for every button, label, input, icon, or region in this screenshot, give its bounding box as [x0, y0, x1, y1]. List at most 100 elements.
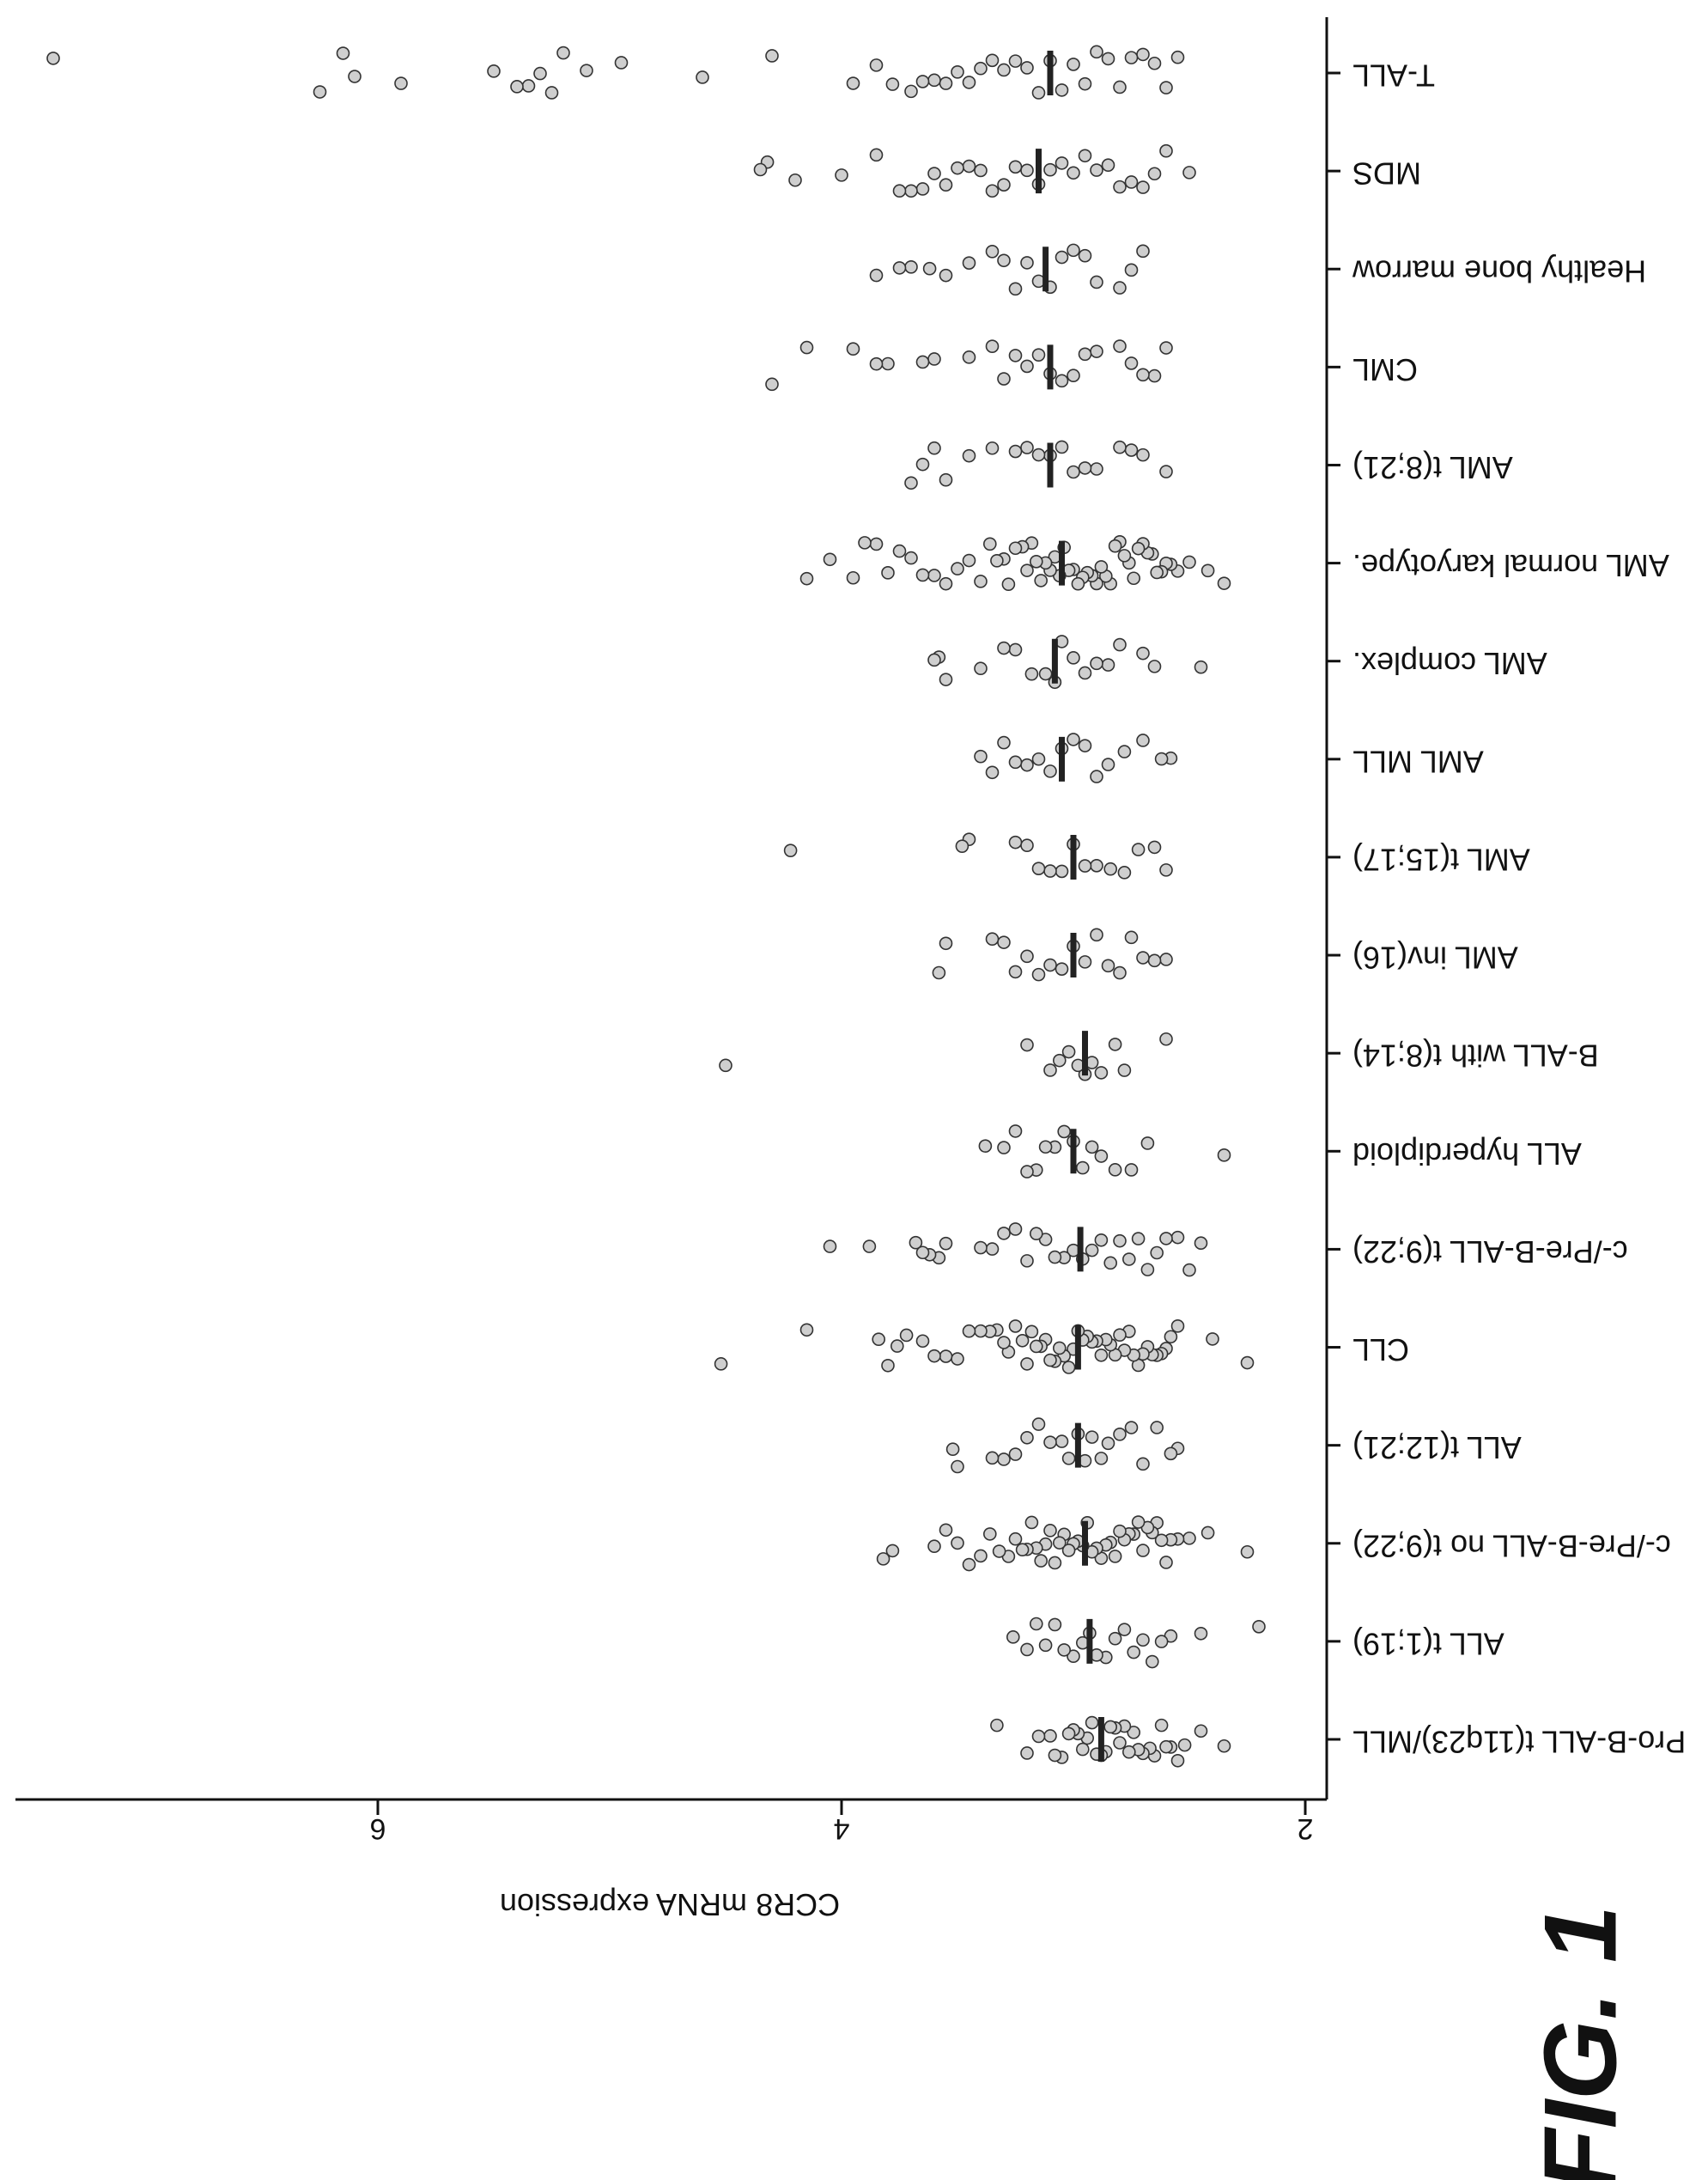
data-point	[1113, 339, 1127, 353]
data-point	[1020, 949, 1034, 964]
data-point	[1200, 563, 1215, 578]
data-point	[1131, 1515, 1146, 1529]
data-point	[1217, 576, 1231, 590]
data-point	[1078, 76, 1092, 91]
data-point	[974, 1240, 988, 1255]
data-point	[1006, 1630, 1020, 1644]
data-point	[1085, 1715, 1099, 1730]
data-point	[1182, 555, 1196, 569]
data-point	[1015, 1543, 1030, 1557]
data-point	[846, 76, 860, 90]
data-point	[1217, 1148, 1231, 1162]
data-point	[939, 1523, 953, 1538]
data-point	[951, 1459, 964, 1474]
data-point	[1113, 965, 1127, 980]
data-point	[696, 70, 709, 84]
data-point	[1020, 838, 1034, 853]
data-point	[997, 372, 1011, 386]
data-point	[1090, 275, 1103, 289]
data-point	[904, 84, 918, 99]
data-point	[892, 184, 907, 198]
data-point	[1031, 1729, 1046, 1744]
data-point	[1101, 1436, 1115, 1451]
data-point	[1043, 1729, 1057, 1743]
data-point	[1078, 347, 1092, 362]
data-point	[1008, 160, 1023, 174]
data-point	[1024, 1324, 1039, 1339]
data-point	[1043, 1063, 1057, 1077]
data-point	[1147, 368, 1162, 383]
data-point	[955, 839, 969, 853]
data-point	[1136, 1544, 1150, 1557]
data-point	[1090, 928, 1103, 942]
data-point	[1043, 1435, 1057, 1449]
data-point	[1048, 1556, 1062, 1570]
strip-group	[799, 535, 1231, 592]
data-point	[990, 1718, 1004, 1732]
data-point	[1094, 1149, 1109, 1163]
data-point	[1034, 1554, 1048, 1568]
strip-group	[990, 1715, 1231, 1768]
data-point	[1008, 1447, 1023, 1461]
data-point	[1103, 862, 1117, 876]
data-point	[580, 64, 593, 77]
data-point	[939, 936, 953, 951]
data-point	[885, 1544, 900, 1558]
data-point	[892, 261, 907, 275]
data-point	[544, 86, 559, 100]
data-point	[1090, 656, 1103, 671]
data-point	[1094, 1348, 1109, 1362]
data-point	[1008, 541, 1023, 556]
data-point	[1020, 1357, 1034, 1371]
data-point	[997, 1141, 1011, 1154]
category-label: AML t(15;17)	[1352, 842, 1530, 877]
data-point	[1055, 83, 1069, 97]
data-point	[1113, 281, 1127, 295]
data-point	[915, 355, 930, 369]
data-point	[1136, 734, 1150, 747]
data-point	[1147, 167, 1162, 181]
data-point	[1043, 1353, 1057, 1367]
category-label: Pro-B-ALL t(11q23)/MLL	[1352, 1724, 1686, 1759]
data-point	[1117, 549, 1132, 563]
data-point	[904, 260, 918, 274]
category-label: T-ALL	[1352, 58, 1435, 93]
data-point	[915, 457, 930, 472]
data-point	[927, 441, 941, 455]
data-point	[1154, 1635, 1169, 1648]
data-point	[1127, 1726, 1140, 1739]
data-point	[1067, 368, 1080, 383]
data-point	[1055, 864, 1069, 879]
data-point	[1122, 1745, 1136, 1759]
data-point	[962, 350, 976, 364]
data-point	[985, 932, 1000, 947]
data-point	[1031, 862, 1046, 875]
data-point	[1008, 1531, 1023, 1546]
data-point	[927, 653, 941, 667]
data-point	[1030, 1617, 1043, 1631]
data-point	[1055, 374, 1069, 388]
data-point	[1061, 1044, 1076, 1059]
data-point	[1020, 1746, 1034, 1760]
data-point	[1094, 1233, 1109, 1247]
data-point	[799, 571, 814, 586]
data-point	[1085, 1430, 1099, 1444]
data-point	[932, 965, 946, 980]
data-point	[1090, 344, 1103, 358]
data-point	[915, 1334, 930, 1349]
data-point	[1117, 866, 1132, 880]
category-label: ALL hyperdiploid	[1352, 1136, 1582, 1172]
data-point	[1053, 1536, 1067, 1550]
data-point	[1113, 1736, 1127, 1750]
data-point	[1124, 1421, 1139, 1434]
data-point	[1108, 1038, 1122, 1051]
strip-group	[46, 45, 1185, 100]
data-point	[1124, 51, 1139, 64]
data-point	[1136, 368, 1150, 382]
data-point	[951, 1536, 964, 1550]
data-point	[1150, 1245, 1164, 1260]
data-point	[1008, 1222, 1023, 1236]
data-point	[1008, 282, 1023, 296]
data-point	[1020, 256, 1034, 270]
category-label: MDS	[1352, 156, 1421, 192]
